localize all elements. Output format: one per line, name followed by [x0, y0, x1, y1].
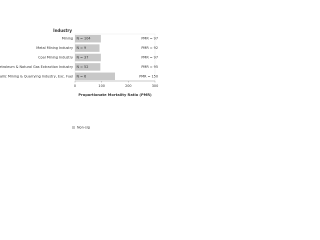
x-tick-label: 0: [74, 84, 76, 88]
bar: [75, 53, 101, 62]
value-label: PMR = 95: [141, 65, 158, 69]
page: {"chart_data": {"type": "bar", "orientat…: [0, 0, 162, 135]
x-tick-label: 100: [98, 84, 104, 88]
chart: Industry Proportionate Mortality Ratio (…: [0, 28, 158, 130]
x-tick-label: 200: [125, 84, 131, 88]
n-label: N = 9: [77, 46, 87, 50]
bar: [75, 63, 101, 71]
value-label: PMR = 92: [141, 46, 158, 50]
bar: [75, 44, 100, 52]
x-tick-label: 300: [152, 84, 158, 88]
y-tick-label: Metal Mining Industry: [36, 46, 73, 50]
value-label: PMR = 150: [139, 74, 158, 78]
n-label: N = 104: [77, 37, 91, 41]
legend-label: Non-sig: [77, 126, 90, 130]
n-label: N = 52: [77, 65, 89, 69]
x-axis-title: Proportionate Mortality Ratio (PMR): [78, 93, 152, 97]
y-tick-label: Mining: [62, 37, 73, 41]
y-tick-label: Nonmetallic Mining & Quarrying Industry,…: [0, 74, 73, 78]
chart-title: Industry: [53, 28, 72, 33]
n-label: N = 6: [77, 74, 87, 78]
y-tick-label: Coal Mining Industry: [38, 56, 73, 60]
value-label: PMR = 97: [141, 37, 158, 41]
bar: [75, 72, 115, 81]
legend-swatch: [72, 126, 75, 129]
n-label: N = 37: [77, 56, 89, 60]
y-tick-label: Crude Petroleum & Natural Gas Extraction…: [0, 65, 73, 69]
value-label: PMR = 97: [141, 56, 158, 60]
bar: [75, 34, 101, 43]
